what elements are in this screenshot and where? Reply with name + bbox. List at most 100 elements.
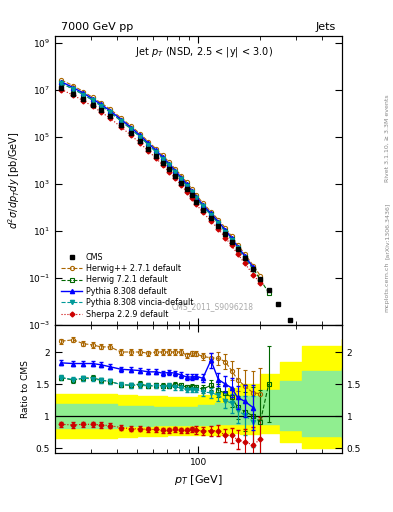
Line: Pythia 8.308 vincia-default: Pythia 8.308 vincia-default [59, 81, 255, 272]
Text: Jet $p_T$ (NSD, 2.5 < |y| < 3.0): Jet $p_T$ (NSD, 2.5 < |y| < 3.0) [135, 45, 273, 58]
Herwig 7.2.1 default [160, 156, 165, 162]
CMS [184, 186, 189, 192]
Pythia 8.308 vincia-default [242, 254, 247, 261]
Pythia 8.308 vincia-default [160, 156, 165, 162]
Pythia 8.308 vincia-default [108, 109, 112, 115]
Sherpa 2.2.9 default [189, 195, 194, 201]
Pythia 8.308 vincia-default [90, 97, 95, 103]
Herwig++ 2.7.1 default [223, 225, 228, 231]
Y-axis label: Ratio to CMS: Ratio to CMS [21, 360, 30, 418]
Pythia 8.308 default [194, 194, 198, 200]
Herwig 7.2.1 default [194, 195, 198, 201]
Herwig++ 2.7.1 default [129, 123, 134, 129]
Pythia 8.308 vincia-default [99, 103, 103, 109]
Pythia 8.308 default [179, 175, 184, 181]
Sherpa 2.2.9 default [138, 140, 143, 146]
Herwig 7.2.1 default [154, 148, 158, 155]
CMS [81, 96, 86, 102]
Herwig++ 2.7.1 default [189, 185, 194, 191]
Pythia 8.308 default [90, 96, 95, 102]
Herwig++ 2.7.1 default [108, 106, 112, 112]
Pythia 8.308 default [71, 84, 75, 91]
Pythia 8.308 default [209, 210, 213, 217]
Herwig 7.2.1 default [167, 162, 171, 168]
CMS [167, 166, 171, 173]
Pythia 8.308 default [99, 101, 103, 108]
Herwig++ 2.7.1 default [160, 153, 165, 159]
CMS [189, 193, 194, 199]
CMS [194, 199, 198, 205]
Pythia 8.308 default [216, 219, 221, 225]
Sherpa 2.2.9 default [129, 133, 134, 139]
Sherpa 2.2.9 default [194, 201, 198, 207]
Herwig 7.2.1 default [179, 176, 184, 182]
Herwig 7.2.1 default [200, 203, 205, 209]
Line: Sherpa 2.2.9 default: Sherpa 2.2.9 default [60, 88, 262, 285]
Herwig++ 2.7.1 default [99, 100, 103, 106]
CMS [276, 301, 281, 307]
CMS [179, 180, 184, 186]
Sherpa 2.2.9 default [154, 155, 158, 161]
Pythia 8.308 default [167, 161, 171, 167]
Pythia 8.308 default [223, 227, 228, 233]
Herwig++ 2.7.1 default [90, 94, 95, 100]
Text: Rivet 3.1.10, ≥ 3.3M events: Rivet 3.1.10, ≥ 3.3M events [385, 94, 389, 182]
Line: Herwig++ 2.7.1 default: Herwig++ 2.7.1 default [59, 78, 262, 278]
Pythia 8.308 vincia-default [235, 245, 240, 251]
Pythia 8.308 vincia-default [81, 92, 86, 98]
Pythia 8.308 default [59, 79, 64, 85]
Text: 7000 GeV pp: 7000 GeV pp [61, 22, 133, 32]
Herwig 7.2.1 default [216, 220, 221, 226]
Herwig++ 2.7.1 default [179, 173, 184, 179]
Sherpa 2.2.9 default [167, 169, 171, 175]
Herwig 7.2.1 default [184, 182, 189, 188]
Pythia 8.308 vincia-default [209, 212, 213, 218]
Sherpa 2.2.9 default [108, 115, 112, 121]
Herwig 7.2.1 default [146, 142, 151, 148]
Pythia 8.308 default [160, 154, 165, 160]
CMS [160, 159, 165, 165]
Pythia 8.308 vincia-default [119, 118, 123, 124]
CMS [216, 223, 221, 229]
Herwig++ 2.7.1 default [200, 200, 205, 206]
CMS [251, 266, 256, 272]
Herwig++ 2.7.1 default [235, 242, 240, 248]
Herwig++ 2.7.1 default [209, 208, 213, 215]
Sherpa 2.2.9 default [258, 280, 263, 286]
CMS [108, 113, 112, 119]
Pythia 8.308 default [119, 116, 123, 122]
Herwig 7.2.1 default [99, 102, 103, 109]
CMS [242, 255, 247, 261]
Text: [arXiv:1306.3436]: [arXiv:1306.3436] [385, 202, 389, 259]
Text: CMS_2011_S9096218: CMS_2011_S9096218 [172, 302, 254, 311]
Sherpa 2.2.9 default [235, 251, 240, 257]
CMS [154, 153, 158, 159]
CMS [71, 91, 75, 97]
Pythia 8.308 vincia-default [179, 176, 184, 182]
Herwig 7.2.1 default [235, 245, 240, 251]
Pythia 8.308 default [235, 244, 240, 250]
Herwig++ 2.7.1 default [173, 166, 178, 172]
Herwig++ 2.7.1 default [229, 233, 234, 239]
Herwig++ 2.7.1 default [138, 131, 143, 137]
Sherpa 2.2.9 default [173, 175, 178, 181]
Herwig++ 2.7.1 default [194, 192, 198, 198]
Sherpa 2.2.9 default [200, 209, 205, 216]
Pythia 8.308 vincia-default [154, 148, 158, 155]
Pythia 8.308 vincia-default [223, 229, 228, 235]
Pythia 8.308 vincia-default [200, 203, 205, 209]
Herwig 7.2.1 default [81, 92, 86, 98]
CMS [146, 145, 151, 152]
CMS [209, 215, 213, 221]
Sherpa 2.2.9 default [184, 188, 189, 195]
Sherpa 2.2.9 default [209, 218, 213, 224]
Text: Jets: Jets [316, 22, 336, 32]
Herwig++ 2.7.1 default [216, 217, 221, 223]
Herwig 7.2.1 default [119, 118, 123, 124]
Line: Pythia 8.308 default: Pythia 8.308 default [59, 80, 255, 270]
Herwig 7.2.1 default [71, 86, 75, 92]
Pythia 8.308 default [251, 264, 256, 270]
Pythia 8.308 default [146, 140, 151, 146]
Herwig 7.2.1 default [173, 169, 178, 175]
Herwig 7.2.1 default [258, 276, 263, 283]
